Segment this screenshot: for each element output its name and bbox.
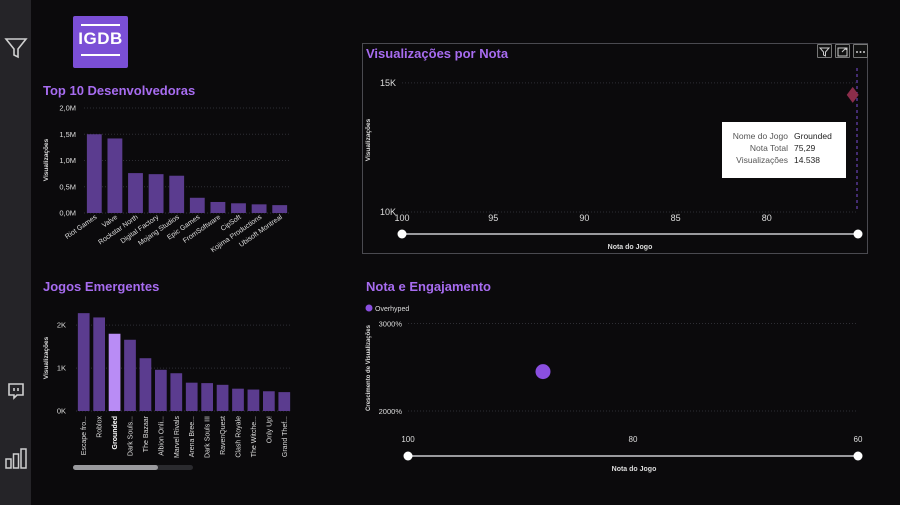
bar-chart-icon[interactable] bbox=[4, 446, 28, 470]
engagement-xtick: 60 bbox=[854, 435, 863, 444]
emerging-xlabel: Clash Royale bbox=[236, 416, 243, 458]
legend-overhyped-marker bbox=[365, 304, 373, 312]
tooltip-row-score: Nota Total 75,29 bbox=[749, 143, 816, 153]
emerging-bar[interactable] bbox=[185, 382, 198, 411]
top-devs-chart: Visualizações 2,0M 1,5M 1,0M 0,5M 0,0M Riot … bbox=[43, 104, 290, 254]
top-devs-bar[interactable] bbox=[148, 174, 164, 213]
top-devs-ytick: 2,0M bbox=[59, 104, 76, 113]
emerging-xlabel: The Bazaar bbox=[143, 415, 150, 452]
score-data-point[interactable] bbox=[846, 86, 859, 103]
score-xtick: 90 bbox=[579, 213, 589, 223]
emerging-xlabel: Escape fro... bbox=[81, 416, 88, 455]
engagement-title: Nota e Engajamento bbox=[366, 279, 491, 294]
top-devs-xlabel: Riot Games bbox=[64, 214, 99, 241]
score-slider-handle-right[interactable] bbox=[853, 229, 863, 239]
score-ylabel: Visualizações bbox=[365, 118, 372, 161]
views-by-score-title: Visualizações por Nota bbox=[366, 46, 509, 61]
top-devs-ytick: 0,5M bbox=[59, 182, 76, 191]
emerging-bar[interactable] bbox=[108, 333, 121, 411]
views-by-score-panel[interactable] bbox=[362, 43, 868, 254]
tooltip-row-views: Visualizações 14.538 bbox=[736, 155, 820, 165]
score-xtick: 80 bbox=[762, 213, 772, 223]
emerging-ytick: 2K bbox=[57, 321, 66, 330]
engagement-xtick: 80 bbox=[629, 435, 638, 444]
top-devs-bar[interactable] bbox=[86, 134, 102, 213]
score-ytick: 15K bbox=[380, 78, 396, 88]
top-devs-ylabel: Visualizações bbox=[43, 138, 50, 181]
tooltip-row-name: Nome do Jogo Grounded bbox=[732, 131, 832, 141]
score-xtick: 85 bbox=[671, 213, 681, 223]
score-ytick: 10K bbox=[380, 207, 396, 217]
top-devs-ytick: 0,0M bbox=[59, 209, 76, 218]
top-devs-bar[interactable] bbox=[251, 204, 267, 213]
left-rail bbox=[0, 0, 31, 505]
engagement-ytick: 3000% bbox=[379, 320, 403, 329]
filter-icon[interactable] bbox=[4, 36, 28, 60]
focus-mode-icon[interactable] bbox=[835, 44, 850, 58]
emerging-bar[interactable] bbox=[77, 313, 90, 411]
engagement-xlabel: Nota do Jogo bbox=[612, 466, 657, 473]
top-devs-title: Top 10 Desenvolvedoras bbox=[43, 83, 196, 98]
engagement-ytick: 2000% bbox=[379, 407, 403, 416]
top-devs-ytick: 1,0M bbox=[59, 156, 76, 165]
emerging-title: Jogos Emergentes bbox=[43, 279, 160, 294]
top-devs-bar[interactable] bbox=[128, 173, 143, 213]
engagement-slider-handle-right[interactable] bbox=[853, 451, 863, 461]
emerging-xlabel: Grand Thef... bbox=[282, 416, 289, 457]
logo-text: IGDB bbox=[78, 29, 123, 48]
emerging-bar[interactable] bbox=[154, 369, 167, 411]
engagement-data-point[interactable] bbox=[535, 364, 551, 380]
more-options-icon[interactable] bbox=[853, 44, 868, 58]
emerging-ylabel: Visualizações bbox=[43, 336, 50, 379]
top-devs-bar[interactable] bbox=[231, 203, 246, 213]
emerging-bar[interactable] bbox=[232, 388, 244, 411]
engagement-xtick: 100 bbox=[401, 435, 415, 444]
emerging-xlabel: Dark Souls III bbox=[205, 416, 212, 458]
emerging-scrollbar-thumb[interactable] bbox=[73, 465, 158, 470]
emerging-ytick: 1K bbox=[57, 364, 66, 373]
views-by-score-chart: Visualizações 15K 10K 100 95 90 85 80 Nota do… bbox=[365, 68, 863, 251]
emerging-xlabel: The Witche... bbox=[251, 416, 258, 457]
top-devs-bar[interactable] bbox=[107, 138, 123, 213]
top-devs-bar[interactable] bbox=[189, 197, 205, 213]
emerging-xlabel: Marvel Rivals bbox=[174, 416, 181, 459]
emerging-bar[interactable] bbox=[278, 392, 291, 411]
emerging-bar[interactable] bbox=[93, 317, 106, 411]
report-canvas bbox=[31, 0, 900, 505]
engagement-slider-handle-left[interactable] bbox=[403, 451, 413, 461]
engagement-ylabel: Crescimento de Visualizações bbox=[366, 324, 372, 411]
engagement-chart: Overhyped Crescimento de Visualizações 3… bbox=[365, 304, 863, 473]
emerging-xlabel: RavenQuest bbox=[220, 416, 227, 455]
score-xlabel: Nota do Jogo bbox=[608, 244, 653, 251]
score-xtick: 100 bbox=[394, 213, 409, 223]
top-devs-bar[interactable] bbox=[210, 201, 226, 213]
top-devs-bar[interactable] bbox=[169, 175, 185, 213]
top-devs-ytick: 1,5M bbox=[59, 130, 76, 139]
emerging-bar[interactable] bbox=[262, 391, 275, 411]
score-slider-handle-left[interactable] bbox=[397, 229, 407, 239]
emerging-xlabel: Albion Onli... bbox=[158, 416, 165, 456]
emerging-xlabel: Roblox bbox=[97, 416, 104, 438]
emerging-bar[interactable] bbox=[139, 358, 152, 411]
emerging-ytick: 0K bbox=[57, 407, 66, 416]
top-devs-bar[interactable] bbox=[272, 205, 288, 213]
emerging-bar[interactable] bbox=[170, 373, 183, 411]
emerging-bar[interactable] bbox=[216, 384, 229, 411]
emerging-xlabel: Arena Bree... bbox=[189, 416, 196, 457]
igdb-logo: IGDB bbox=[73, 16, 128, 68]
emerging-xlabel: Grounded bbox=[112, 416, 119, 449]
emerging-xlabel: Only Up! bbox=[266, 416, 273, 443]
top-devs-xlabel: FromSoftware bbox=[182, 214, 222, 245]
emerging-bar[interactable] bbox=[247, 389, 260, 411]
legend-overhyped-label: Overhyped bbox=[375, 306, 409, 313]
emerging-bar[interactable] bbox=[124, 339, 136, 411]
chat-icon[interactable] bbox=[4, 380, 28, 404]
data-tooltip: Nome do Jogo Grounded Nota Total 75,29 Vis… bbox=[722, 122, 846, 178]
score-xtick: 95 bbox=[488, 213, 498, 223]
emerging-chart: Visualizações 2K 1K 0K Escape fro... Roblox… bbox=[43, 313, 292, 470]
visual-filter-icon[interactable] bbox=[817, 44, 832, 58]
emerging-xlabel: Dark Souls... bbox=[128, 416, 135, 456]
emerging-bar[interactable] bbox=[201, 383, 214, 411]
